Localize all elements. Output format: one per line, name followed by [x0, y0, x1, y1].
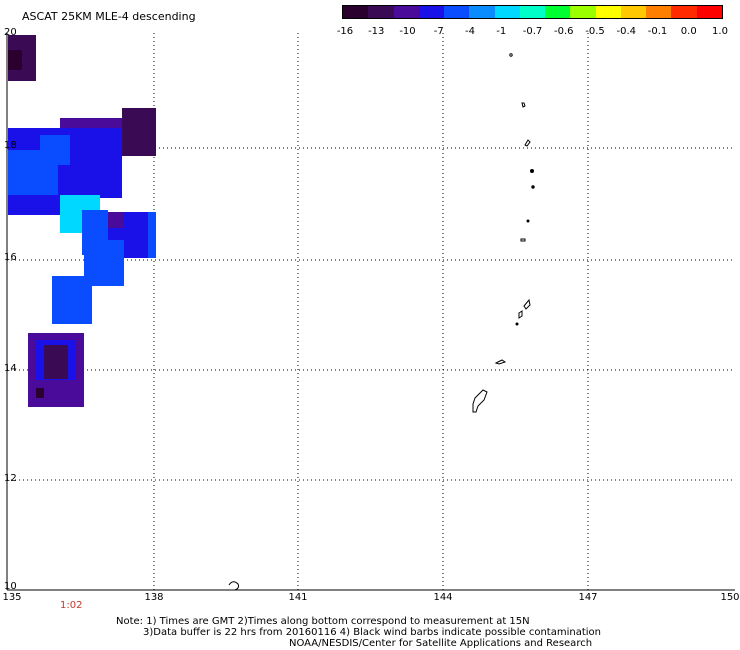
- longitude-label: 135: [2, 592, 22, 603]
- color-scale-swatch: [620, 6, 647, 18]
- color-scale-swatch: [494, 6, 520, 18]
- note-line-1: Note: 1) Times are GMT 2)Times along bot…: [116, 616, 530, 627]
- time-label: 1:02: [60, 600, 83, 611]
- color-scale-label: -0.5: [585, 26, 605, 37]
- color-scale-swatch: [469, 6, 495, 18]
- latitude-label: 12: [4, 473, 17, 484]
- color-scale-swatch: [671, 6, 697, 18]
- longitude-label: 138: [144, 592, 164, 603]
- color-scale-swatch: [646, 6, 672, 18]
- note-line-2: 3)Data buffer is 22 hrs from 20160116 4)…: [143, 627, 601, 638]
- color-scale-swatch: [570, 6, 596, 18]
- color-scale-label: -13: [368, 26, 385, 37]
- latitude-gridlines: [7, 147, 735, 481]
- color-scale-label: -0.6: [553, 26, 574, 37]
- color-scale-label: -0.7: [522, 26, 543, 37]
- longitude-label: 150: [720, 592, 740, 603]
- longitude-label: 144: [433, 592, 453, 603]
- color-scale-swatch: [418, 6, 445, 18]
- color-scale-swatch: [444, 6, 470, 18]
- color-scale-swatch: [545, 6, 571, 18]
- note-line-3: NOAA/NESDIS/Center for Satellite Applica…: [289, 638, 593, 649]
- color-scale-label: -1: [496, 26, 507, 37]
- color-scale-swatch: [519, 6, 546, 18]
- color-scale-swatch: [368, 6, 394, 18]
- latitude-label: 18: [4, 140, 17, 151]
- color-scale-label: -7: [433, 26, 444, 37]
- color-scale-label: -0.4: [616, 26, 637, 37]
- color-scale-swatch: [343, 6, 369, 18]
- mle-data-cells: [8, 35, 156, 407]
- island-outlines: [228, 53, 535, 591]
- color-scale-label: -16: [336, 26, 354, 37]
- color-scale-swatch: [393, 6, 419, 18]
- longitude-gridlines: [153, 33, 589, 590]
- color-scale-bar: [342, 5, 723, 19]
- latitude-label: 16: [4, 252, 17, 263]
- color-scale-swatch: [696, 6, 722, 18]
- longitude-label: 141: [288, 592, 308, 603]
- latitude-label: 14: [4, 363, 17, 374]
- latitude-label: 20: [4, 27, 17, 38]
- longitude-label: 147: [578, 592, 598, 603]
- color-scale-swatch: [595, 6, 621, 18]
- color-scale-label: -10: [399, 26, 416, 37]
- color-scale-label: 0.0: [680, 26, 697, 37]
- latitude-label: 10: [4, 581, 17, 592]
- color-scale-label: 1.0: [712, 26, 728, 37]
- color-scale-label: -4: [465, 26, 475, 37]
- map-title: ASCAT 25KM MLE-4 descending: [22, 10, 196, 23]
- color-scale-label: -0.1: [647, 26, 668, 37]
